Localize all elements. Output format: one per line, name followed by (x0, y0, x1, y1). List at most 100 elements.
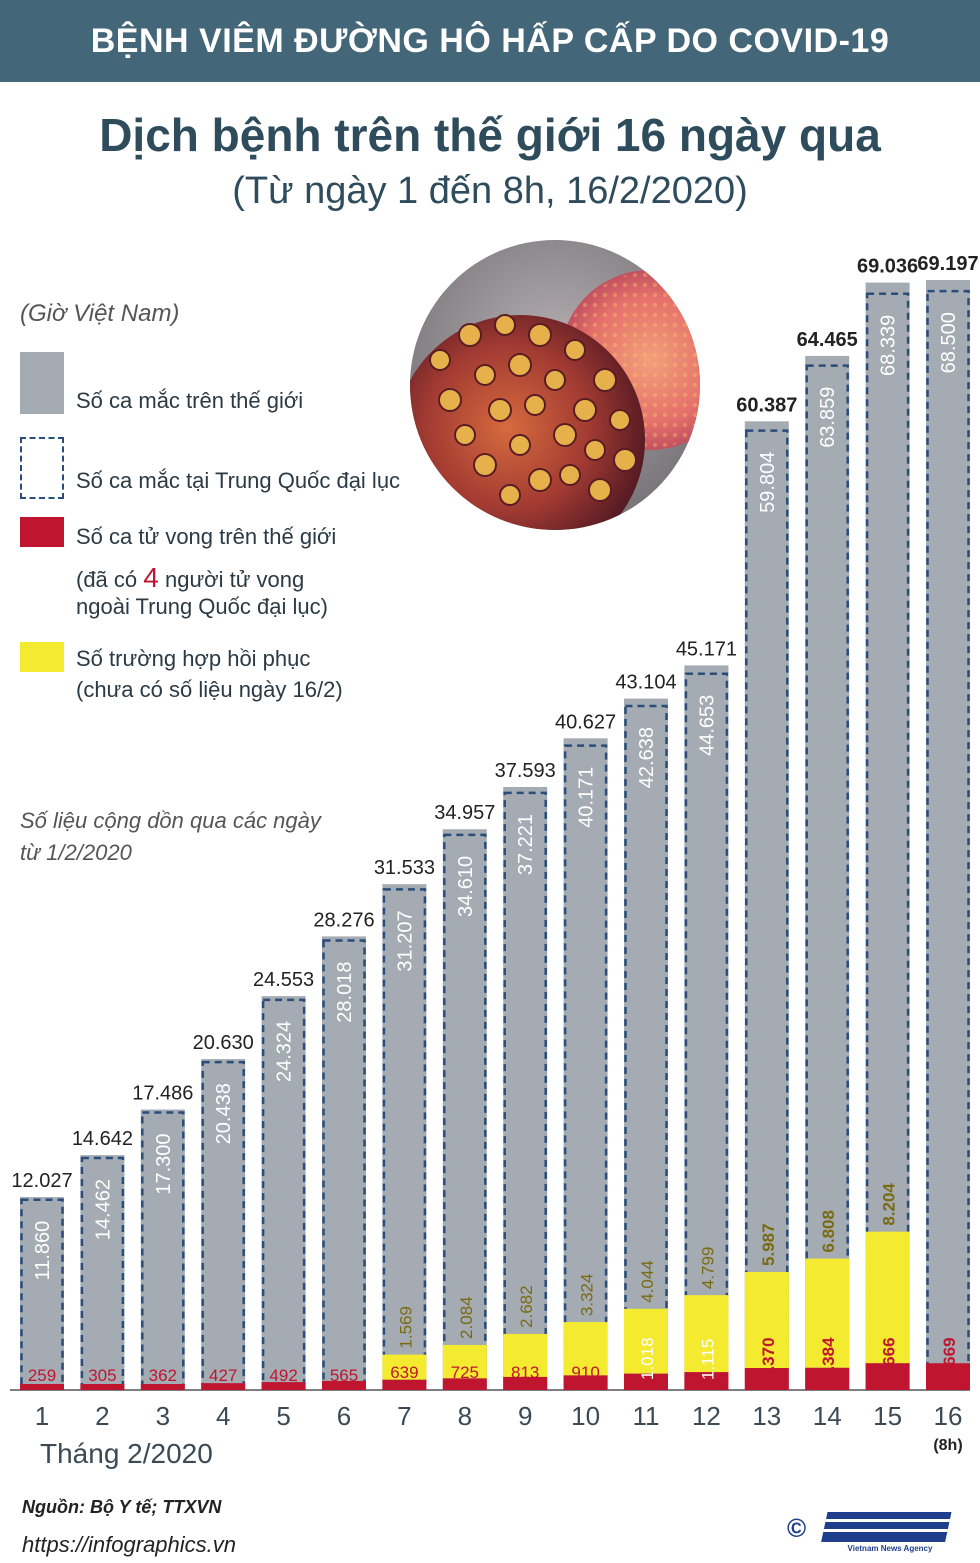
bar-recovered (503, 1333, 548, 1377)
bar-world-cases (140, 1109, 185, 1390)
bar-world-cases (503, 786, 548, 1390)
label-world-cases: 12.027 (11, 1170, 72, 1192)
bar-recovered (624, 1308, 668, 1374)
label-deaths: 1.370 (759, 1337, 778, 1380)
bar-world-cases (382, 884, 427, 1390)
label-deaths: 427 (209, 1366, 237, 1385)
label-china-cases: 17.300 (153, 1133, 175, 1194)
legend-swatch-world-cases (20, 352, 64, 414)
x-tick-label: 10 (571, 1401, 600, 1431)
deaths-note-prefix: (đã có (76, 567, 138, 592)
bar-recovered (563, 1322, 608, 1376)
x-tick-label: 6 (337, 1401, 351, 1431)
label-china-cases: 28.018 (334, 962, 356, 1023)
bar-deaths (442, 1378, 487, 1390)
label-china-cases: 24.324 (274, 1021, 296, 1082)
legend-label-world-deaths: Số ca tử vong trên thế giới (76, 524, 337, 549)
label-china-cases: 68.339 (878, 315, 900, 376)
label-world-cases: 40.627 (555, 711, 616, 733)
legend-recovered-note: (chưa có số liệu ngày 16/2) (76, 677, 343, 702)
bar-china-cases-outline (745, 429, 789, 1391)
x-tick-label: 4 (216, 1401, 230, 1431)
bar-recovered (865, 1231, 910, 1364)
label-recovered: 2.682 (517, 1285, 536, 1328)
bar-recovered (805, 1258, 850, 1368)
label-world-cases: 31.533 (374, 857, 435, 879)
label-world-cases: 60.387 (736, 394, 797, 416)
svg-text:©: © (787, 1513, 806, 1543)
label-world-cases: 69.036 (857, 256, 918, 278)
label-china-cases: 40.171 (576, 767, 598, 828)
bar-deaths (261, 1382, 306, 1390)
x-tick-note: (8h) (933, 1437, 962, 1454)
x-tick-label: 16 (934, 1401, 963, 1431)
bar-deaths (503, 1376, 548, 1390)
bar-deaths (744, 1368, 789, 1390)
website-link[interactable]: https://infographics.vn (22, 1532, 237, 1557)
bar-world-cases (322, 936, 366, 1390)
bar-world-cases (261, 996, 306, 1390)
label-deaths: 1.115 (698, 1339, 717, 1380)
legend-swatch-recovered (20, 642, 64, 672)
cumulative-note-line1: Số liệu cộng dồn qua các ngày (20, 808, 321, 833)
x-tick-label: 15 (873, 1401, 902, 1431)
bar-deaths (382, 1379, 427, 1390)
bar-world-cases (442, 829, 487, 1390)
x-tick-label: 11 (633, 1401, 660, 1431)
x-tick-label: 8 (458, 1401, 472, 1431)
bar-recovered (684, 1295, 729, 1373)
label-china-cases: 42.638 (636, 727, 658, 788)
bar-deaths (80, 1384, 125, 1390)
top-banner: BỆNH VIÊM ĐƯỜNG HÔ HẤP CẤP DO COVID-19 (0, 0, 980, 82)
bar-deaths (563, 1375, 608, 1390)
bar-recovered (744, 1271, 789, 1369)
legend-deaths-note: (đã có 4 người tử vong (76, 562, 304, 594)
label-china-cases: 14.462 (92, 1179, 114, 1240)
legend-swatch-world-deaths (20, 517, 64, 547)
label-china-cases: 63.859 (817, 387, 839, 448)
chart-subtitle: (Từ ngày 1 đến 8h, 16/2/2020) (232, 170, 748, 212)
x-tick-label: 14 (813, 1401, 842, 1431)
label-china-cases: 44.653 (696, 695, 718, 756)
label-recovered: 4.044 (638, 1260, 657, 1303)
bar-world-cases (80, 1155, 125, 1390)
cumulative-note-line2: từ 1/2/2020 (20, 840, 132, 865)
label-china-cases: 37.221 (515, 814, 537, 875)
bar-recovered (382, 1354, 427, 1380)
x-tick-label: 13 (752, 1401, 781, 1431)
label-world-cases: 64.465 (797, 329, 858, 351)
label-deaths: 565 (330, 1366, 358, 1385)
label-recovered: 8.204 (880, 1183, 899, 1226)
label-deaths: 725 (451, 1363, 479, 1382)
label-world-cases: 14.642 (72, 1128, 133, 1150)
label-recovered: 6.808 (819, 1210, 838, 1253)
legend-swatch-china-cases (20, 437, 64, 499)
legend-deaths-note-line2: ngoài Trung Quốc đại lục) (76, 594, 328, 619)
x-tick-label: 12 (692, 1401, 721, 1431)
label-china-cases: 68.500 (938, 312, 960, 373)
bar-world-cases (563, 738, 608, 1390)
bar-china-cases-outline (563, 744, 608, 1391)
x-tick-label: 9 (518, 1401, 532, 1431)
label-china-cases: 34.610 (455, 856, 477, 917)
label-world-cases: 69.197 (917, 253, 978, 275)
label-deaths: 1.669 (940, 1337, 959, 1380)
label-deaths: 1.666 (880, 1337, 899, 1380)
bar-world-cases (926, 280, 970, 1390)
bar-china-cases-outline (503, 791, 547, 1391)
legend-label-china-cases: Số ca mắc tại Trung Quốc đại lục (76, 468, 401, 493)
label-china-cases: 20.438 (213, 1083, 235, 1144)
bar-china-cases-outline (684, 672, 729, 1391)
label-deaths: 813 (511, 1363, 539, 1382)
bar-world-cases (805, 355, 850, 1391)
label-world-cases: 34.957 (434, 802, 495, 824)
label-deaths: 259 (28, 1366, 56, 1385)
x-tick-label: 5 (276, 1401, 290, 1431)
label-world-cases: 20.630 (193, 1032, 254, 1054)
label-recovered: 3.324 (578, 1274, 597, 1317)
legend-label-world-cases: Số ca mắc trên thế giới (76, 388, 304, 413)
label-china-cases: 11.860 (32, 1221, 54, 1281)
bar-deaths (926, 1363, 970, 1390)
legend-label-recovered: Số trường hợp hồi phục (76, 646, 311, 671)
